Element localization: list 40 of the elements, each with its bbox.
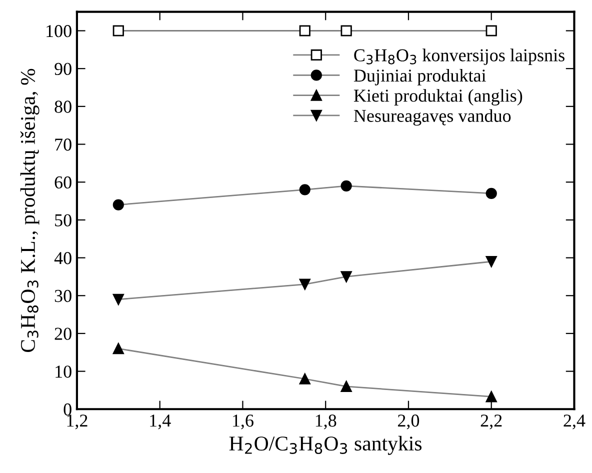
y-tick-label: 30 [54,290,72,302]
point [112,25,124,36]
y-tick-label: 90 [54,62,72,76]
y-tick-label: 60 [54,176,72,189]
point [299,278,310,290]
y-tick-label: 40 [54,252,72,264]
point [340,25,352,36]
point [340,180,352,192]
y-tick-label: 10 [56,366,72,378]
legend-label: Nesureagavęs vanduo [354,109,511,126]
point [299,184,310,196]
point [112,199,124,210]
point [112,343,124,354]
x-tick-label: 1,2 [67,414,88,430]
x-tick-label: 2,2 [480,414,502,430]
y-tick-label: 0 [64,403,72,416]
point [486,25,497,36]
y-tick-label: 20 [54,328,72,340]
x-tick-label: 1,8 [316,414,336,430]
point [486,256,497,268]
point [486,391,497,402]
y-axis-title: C$_{3}$H$_{8}$O$_{3}$ K.L., produktų išeiga, % [20,68,40,352]
point [340,271,352,282]
y-tick-label: 70 [55,138,72,151]
x-tick-label: 2,4 [564,414,586,430]
legend-label: Kieti produktai (anglis) [354,89,522,106]
y-tick-label: 50 [55,214,72,226]
legend-label: C$_{3}$H$_{8}$O$_{3}$ konversijos laipsnis [354,48,564,66]
x-tick-label: 2,0 [398,414,420,430]
text: H$_{2}$O/C$_{3}$H$_{8}$O$_{3}$ santykis [229,436,422,455]
legend-label: Dujiniai produktai [354,68,486,86]
point [299,25,310,36]
point [112,294,124,305]
y-tick-label: 80 [54,100,72,113]
point [486,188,497,200]
point [340,380,352,392]
x-tick-label: 1,4 [150,414,171,430]
x-tick-label: 1,6 [233,414,254,430]
y-tick-label: 100 [46,25,72,38]
point [299,373,310,384]
